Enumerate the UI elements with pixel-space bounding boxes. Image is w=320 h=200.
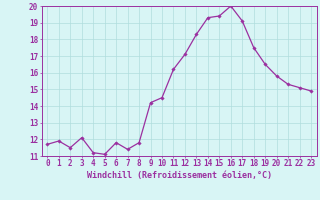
X-axis label: Windchill (Refroidissement éolien,°C): Windchill (Refroidissement éolien,°C) — [87, 171, 272, 180]
